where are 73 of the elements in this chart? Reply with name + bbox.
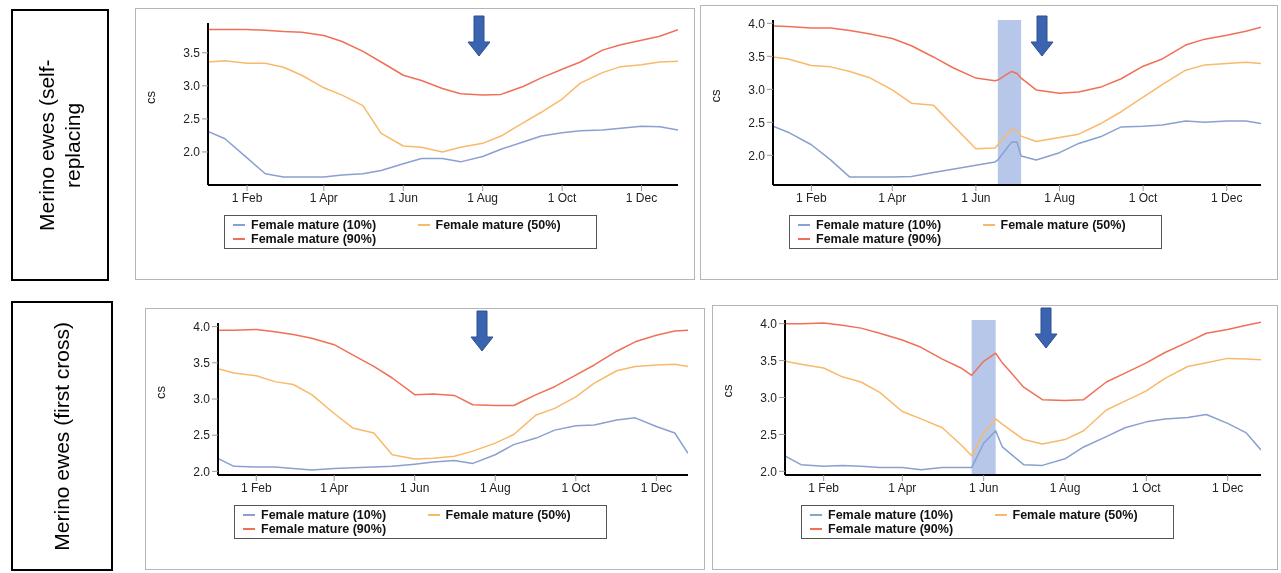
y-axis-title: cs <box>152 385 168 399</box>
y-tick-label: 3.0 <box>183 79 201 94</box>
x-tick-label: 1 Jun <box>968 480 999 495</box>
x-tick-label: 1 Aug <box>467 190 499 205</box>
line-series <box>773 56 1261 150</box>
legend-label: Female mature (10%) <box>251 218 377 232</box>
line-series <box>208 125 678 178</box>
x-tick-label: 1 Apr <box>888 480 917 495</box>
y-tick-label: 2.5 <box>183 112 201 127</box>
x-tick-label: 1 Jun <box>400 480 430 495</box>
x-tick-label: 1 Aug <box>1044 190 1075 205</box>
legend-label: Female mature (50%) <box>445 508 571 522</box>
legend-label: Female mature (90%) <box>251 232 377 246</box>
line-series <box>218 328 688 407</box>
y-tick-label: 3.0 <box>748 82 766 97</box>
y-axis-title: cs <box>707 89 723 103</box>
y-axis-title: cs <box>719 384 735 398</box>
legend-label: Female mature (50%) <box>435 218 561 232</box>
y-tick-label: 3.5 <box>183 46 201 61</box>
legend-label: Female mature (90%) <box>828 522 954 536</box>
y-tick-label: 2.0 <box>748 148 766 163</box>
x-tick-label: 1 Feb <box>240 480 272 495</box>
x-tick-label: 1 Feb <box>231 190 263 205</box>
line-series <box>785 321 1261 402</box>
y-tick-label: 2.5 <box>760 427 778 442</box>
legend-label: Female mature (90%) <box>816 232 942 246</box>
legend-label: Female mature (50%) <box>1000 218 1126 232</box>
legend-label: Female mature (50%) <box>1012 508 1138 522</box>
x-tick-label: 1 Dec <box>640 480 672 495</box>
y-tick-label: 2.0 <box>193 464 211 479</box>
y-axis-title: cs <box>142 90 158 104</box>
x-tick-label: 1 Oct <box>561 480 591 495</box>
x-tick-label: 1 Dec <box>625 190 658 205</box>
x-tick-label: 1 Oct <box>1128 190 1159 205</box>
y-tick-label: 3.0 <box>760 390 778 405</box>
x-tick-label: 1 Dec <box>1211 480 1244 495</box>
legend-label: Female mature (10%) <box>261 508 387 522</box>
x-tick-label: 1 Dec <box>1211 190 1243 205</box>
x-tick-label: 1 Apr <box>309 190 338 205</box>
y-tick-label: 2.0 <box>760 464 778 479</box>
line-series <box>208 28 678 96</box>
y-tick-label: 2.5 <box>193 428 211 443</box>
line-series <box>785 357 1261 457</box>
x-tick-label: 1 Oct <box>1131 480 1162 495</box>
x-tick-label: 1 Aug <box>1049 480 1081 495</box>
x-tick-label: 1 Apr <box>320 480 349 495</box>
line-series <box>208 59 678 153</box>
y-tick-label: 3.5 <box>760 353 778 368</box>
y-tick-label: 3.0 <box>193 392 211 407</box>
legend-label: Female mature (10%) <box>816 218 942 232</box>
y-tick-label: 3.5 <box>193 356 211 371</box>
x-tick-label: 1 Jun <box>961 190 991 205</box>
line-series <box>218 363 688 460</box>
line-series <box>218 417 688 471</box>
x-tick-label: 1 Oct <box>547 190 578 205</box>
y-tick-label: 4.0 <box>748 16 766 31</box>
x-tick-label: 1 Feb <box>796 190 828 205</box>
text: Merino ewes (self-replacing <box>33 58 85 233</box>
x-tick-label: 1 Jun <box>388 190 418 205</box>
y-tick-label: 4.0 <box>193 319 211 334</box>
legend-label: Female mature (10%) <box>828 508 954 522</box>
line-series <box>773 25 1261 95</box>
y-tick-label: 2.5 <box>748 115 766 130</box>
x-tick-label: 1 Feb <box>808 480 840 495</box>
y-tick-label: 2.0 <box>183 145 201 160</box>
x-tick-label: 1 Aug <box>479 480 511 495</box>
line-series <box>773 120 1261 178</box>
line-series <box>785 413 1261 471</box>
y-tick-label: 3.5 <box>748 49 766 64</box>
x-tick-label: 1 Apr <box>878 190 907 205</box>
legend-label: Female mature (90%) <box>261 522 387 536</box>
text: Merino ewes (first cross) <box>48 321 74 551</box>
y-tick-label: 4.0 <box>760 316 778 331</box>
